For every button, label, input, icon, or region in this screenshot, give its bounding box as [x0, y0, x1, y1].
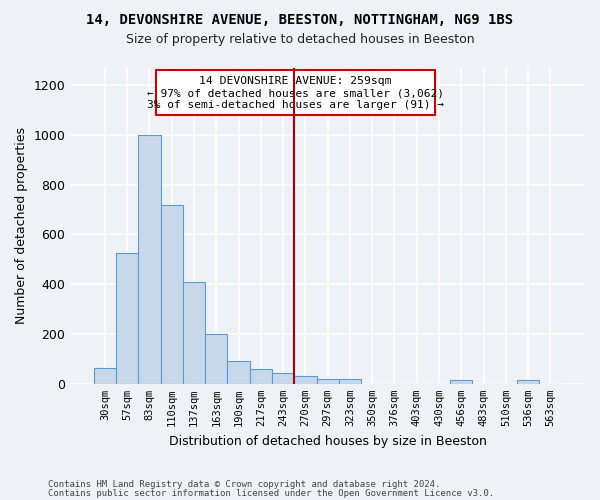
Bar — [272, 374, 294, 384]
Bar — [227, 362, 250, 384]
Text: Size of property relative to detached houses in Beeston: Size of property relative to detached ho… — [125, 32, 475, 46]
Text: 3% of semi-detached houses are larger (91) →: 3% of semi-detached houses are larger (9… — [147, 100, 444, 110]
Text: 14 DEVONSHIRE AVENUE: 259sqm: 14 DEVONSHIRE AVENUE: 259sqm — [199, 76, 392, 86]
Text: 14, DEVONSHIRE AVENUE, BEESTON, NOTTINGHAM, NG9 1BS: 14, DEVONSHIRE AVENUE, BEESTON, NOTTINGH… — [86, 12, 514, 26]
FancyBboxPatch shape — [156, 70, 434, 115]
Bar — [94, 368, 116, 384]
X-axis label: Distribution of detached houses by size in Beeston: Distribution of detached houses by size … — [169, 434, 487, 448]
Bar — [317, 380, 339, 384]
Bar — [339, 380, 361, 384]
Text: Contains HM Land Registry data © Crown copyright and database right 2024.: Contains HM Land Registry data © Crown c… — [48, 480, 440, 489]
Bar — [294, 376, 317, 384]
Bar — [116, 252, 138, 384]
Bar — [205, 334, 227, 384]
Bar — [161, 205, 183, 384]
Text: ← 97% of detached houses are smaller (3,062): ← 97% of detached houses are smaller (3,… — [147, 88, 444, 98]
Bar — [138, 134, 161, 384]
Text: Contains public sector information licensed under the Open Government Licence v3: Contains public sector information licen… — [48, 489, 494, 498]
Bar — [517, 380, 539, 384]
Bar — [450, 380, 472, 384]
Bar — [183, 282, 205, 384]
Bar — [250, 369, 272, 384]
Y-axis label: Number of detached properties: Number of detached properties — [15, 127, 28, 324]
